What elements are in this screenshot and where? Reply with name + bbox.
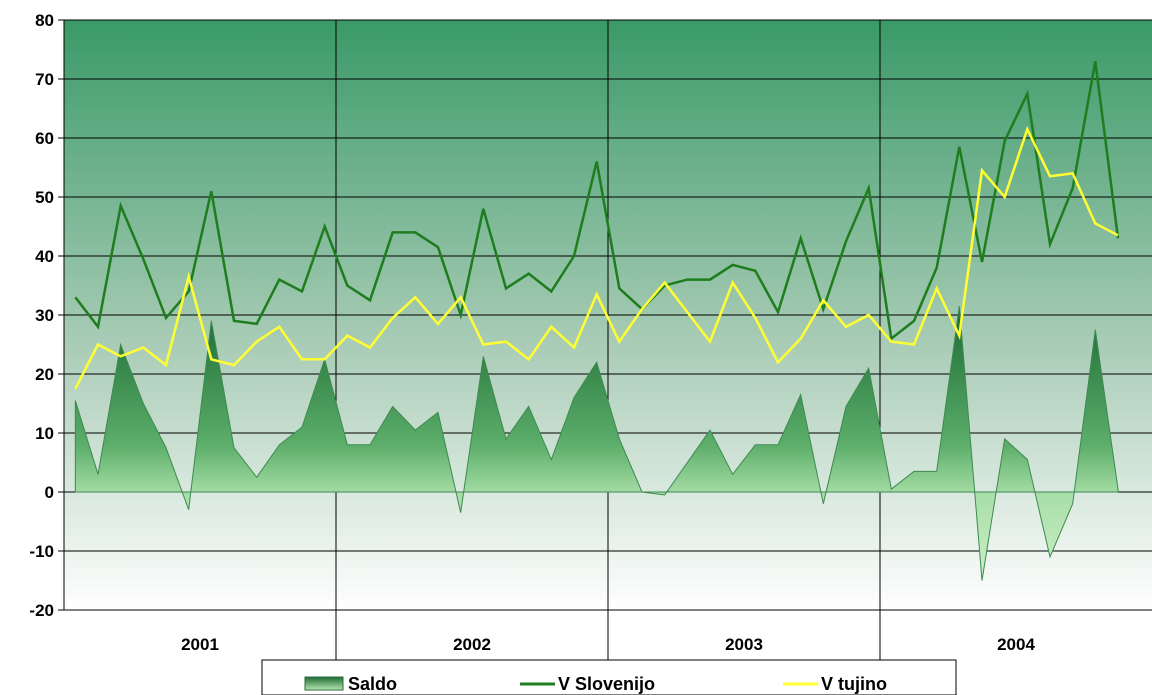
y-tick-label: 70 — [35, 70, 54, 89]
x-tick-label: 2001 — [181, 635, 219, 654]
series-line-v-tujino — [74, 125, 1119, 390]
y-tick-label: 60 — [35, 129, 54, 148]
y-tick-label: 0 — [45, 483, 54, 502]
x-tick-label: 2004 — [997, 635, 1035, 654]
y-tick-label: -20 — [29, 601, 54, 620]
series-line-v-slovenijo — [74, 61, 1120, 341]
axes — [58, 19, 1152, 660]
legend-label-saldo: Saldo — [348, 674, 397, 694]
legend-label-v-tujino: V tujino — [821, 674, 887, 694]
y-tick-label: 20 — [35, 365, 54, 384]
legend-label-v-slovenijo: V Slovenijo — [558, 674, 655, 694]
y-tick-label: -10 — [29, 542, 54, 561]
x-tick-label: 2002 — [453, 635, 491, 654]
x-tick-label: 2003 — [725, 635, 763, 654]
saldo-area-layer — [74, 306, 1119, 581]
y-tick-label: 80 — [35, 11, 54, 30]
legend-swatch-saldo — [304, 676, 344, 691]
y-tick-labels: 80 70 60 50 40 30 20 10 0 -10 -20 — [29, 11, 54, 620]
x-tick-labels: 2001 2002 2003 2004 — [181, 635, 1035, 654]
y-tick-label: 30 — [35, 306, 54, 325]
legend-box — [261, 659, 957, 695]
series-area-saldo — [74, 306, 1119, 581]
legend: Saldo V Slovenijo V tujino — [261, 659, 957, 695]
series-lines — [74, 61, 1120, 390]
y-tick-label: 50 — [35, 188, 54, 207]
y-tick-label: 10 — [35, 424, 54, 443]
y-tick-label: 40 — [35, 247, 54, 266]
